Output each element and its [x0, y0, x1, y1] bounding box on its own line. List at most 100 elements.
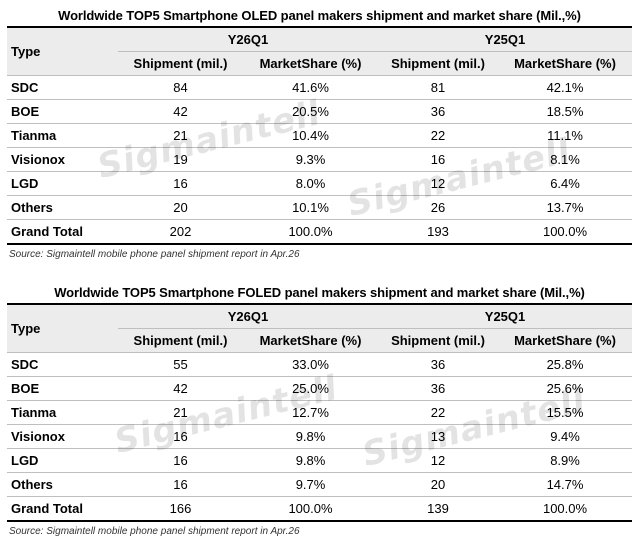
type-header: Type [7, 27, 118, 76]
maker-name: SDC [7, 75, 118, 100]
shipment-a: 42 [118, 376, 243, 401]
maker-name: Visionox [7, 147, 118, 172]
table-row: Tianma 21 12.7% 22 15.5% [7, 400, 633, 425]
share-b: 6.4% [498, 171, 633, 196]
maker-name: Visionox [7, 424, 118, 449]
shipment-a: 16 [118, 171, 243, 196]
foled-shipment-table: Type Y26Q1 Y25Q1 Shipment (mil.) MarketS… [7, 303, 633, 522]
shipment-a: 166 [118, 496, 243, 522]
share-a: 25.0% [243, 376, 379, 401]
table-row: Visionox 19 9.3% 16 8.1% [7, 147, 633, 172]
shipment-b: 81 [378, 75, 499, 100]
shipment-b: 12 [378, 448, 499, 473]
period-b-header: Y25Q1 [378, 304, 633, 329]
maker-name: Grand Total [7, 496, 118, 522]
table-row: LGD 16 9.8% 12 8.9% [7, 448, 633, 473]
shipment-a: 84 [118, 75, 243, 100]
share-b: 18.5% [498, 99, 633, 124]
share-b: 8.9% [498, 448, 633, 473]
table-row: Others 20 10.1% 26 13.7% [7, 195, 633, 220]
share-b: 9.4% [498, 424, 633, 449]
shipment-b: 16 [378, 147, 499, 172]
oled-table-block: Worldwide TOP5 Smartphone OLED panel mak… [7, 6, 633, 265]
share-header: MarketShare (%) [498, 51, 633, 76]
maker-name: Tianma [7, 400, 118, 425]
table-row: SDC 84 41.6% 81 42.1% [7, 75, 633, 100]
shipment-a: 21 [118, 123, 243, 148]
share-b: 100.0% [498, 496, 633, 522]
shipment-b: 139 [378, 496, 499, 522]
period-a-header: Y26Q1 [118, 27, 379, 52]
shipment-b: 12 [378, 171, 499, 196]
shipment-b: 22 [378, 123, 499, 148]
share-a: 100.0% [243, 219, 379, 245]
table-row: LGD 16 8.0% 12 6.4% [7, 171, 633, 196]
share-b: 8.1% [498, 147, 633, 172]
share-a: 41.6% [243, 75, 379, 100]
table-row: BOE 42 25.0% 36 25.6% [7, 376, 633, 401]
foled-table-block: Worldwide TOP5 Smartphone FOLED panel ma… [7, 283, 633, 542]
shipment-a: 55 [118, 352, 243, 377]
shipment-b: 36 [378, 99, 499, 124]
shipment-a: 20 [118, 195, 243, 220]
maker-name: Others [7, 472, 118, 497]
maker-name: LGD [7, 448, 118, 473]
shipment-a: 16 [118, 424, 243, 449]
maker-name: LGD [7, 171, 118, 196]
oled-shipment-table: Type Y26Q1 Y25Q1 Shipment (mil.) MarketS… [7, 26, 633, 245]
share-a: 10.1% [243, 195, 379, 220]
share-a: 9.3% [243, 147, 379, 172]
shipment-b: 36 [378, 376, 499, 401]
share-a: 10.4% [243, 123, 379, 148]
shipment-b: 26 [378, 195, 499, 220]
table-row: Tianma 21 10.4% 22 11.1% [7, 123, 633, 148]
shipment-b: 20 [378, 472, 499, 497]
shipment-a: 19 [118, 147, 243, 172]
share-a: 33.0% [243, 352, 379, 377]
oled-table-title: Worldwide TOP5 Smartphone OLED panel mak… [58, 8, 581, 23]
shipment-a: 202 [118, 219, 243, 245]
share-a: 12.7% [243, 400, 379, 425]
maker-name: SDC [7, 352, 118, 377]
table-row: SDC 55 33.0% 36 25.8% [7, 352, 633, 377]
shipment-b: 193 [378, 219, 499, 245]
shipment-b: 13 [378, 424, 499, 449]
source-note: Source: Sigmaintell mobile phone panel s… [9, 526, 300, 537]
maker-name: BOE [7, 376, 118, 401]
share-b: 25.8% [498, 352, 633, 377]
table-row: Visionox 16 9.8% 13 9.4% [7, 424, 633, 449]
grand-total-row: Grand Total 166 100.0% 139 100.0% [7, 496, 633, 522]
shipment-header: Shipment (mil.) [118, 51, 243, 76]
shipment-header: Shipment (mil.) [378, 328, 499, 353]
share-a: 8.0% [243, 171, 379, 196]
share-b: 100.0% [498, 219, 633, 245]
shipment-a: 16 [118, 448, 243, 473]
share-b: 13.7% [498, 195, 633, 220]
share-a: 9.7% [243, 472, 379, 497]
share-header: MarketShare (%) [498, 328, 633, 353]
foled-table-title: Worldwide TOP5 Smartphone FOLED panel ma… [54, 285, 585, 300]
shipment-b: 22 [378, 400, 499, 425]
share-a: 20.5% [243, 99, 379, 124]
period-a-header: Y26Q1 [118, 304, 379, 329]
shipment-b: 36 [378, 352, 499, 377]
shipment-a: 42 [118, 99, 243, 124]
share-a: 100.0% [243, 496, 379, 522]
table-row: BOE 42 20.5% 36 18.5% [7, 99, 633, 124]
share-header: MarketShare (%) [243, 51, 379, 76]
share-b: 42.1% [498, 75, 633, 100]
share-header: MarketShare (%) [243, 328, 379, 353]
table-row: Others 16 9.7% 20 14.7% [7, 472, 633, 497]
share-a: 9.8% [243, 448, 379, 473]
source-note: Source: Sigmaintell mobile phone panel s… [9, 249, 300, 260]
share-b: 11.1% [498, 123, 633, 148]
grand-total-row: Grand Total 202 100.0% 193 100.0% [7, 219, 633, 245]
share-b: 15.5% [498, 400, 633, 425]
share-b: 14.7% [498, 472, 633, 497]
maker-name: BOE [7, 99, 118, 124]
type-header: Type [7, 304, 118, 353]
maker-name: Grand Total [7, 219, 118, 245]
share-a: 9.8% [243, 424, 379, 449]
shipment-header: Shipment (mil.) [118, 328, 243, 353]
period-b-header: Y25Q1 [378, 27, 633, 52]
